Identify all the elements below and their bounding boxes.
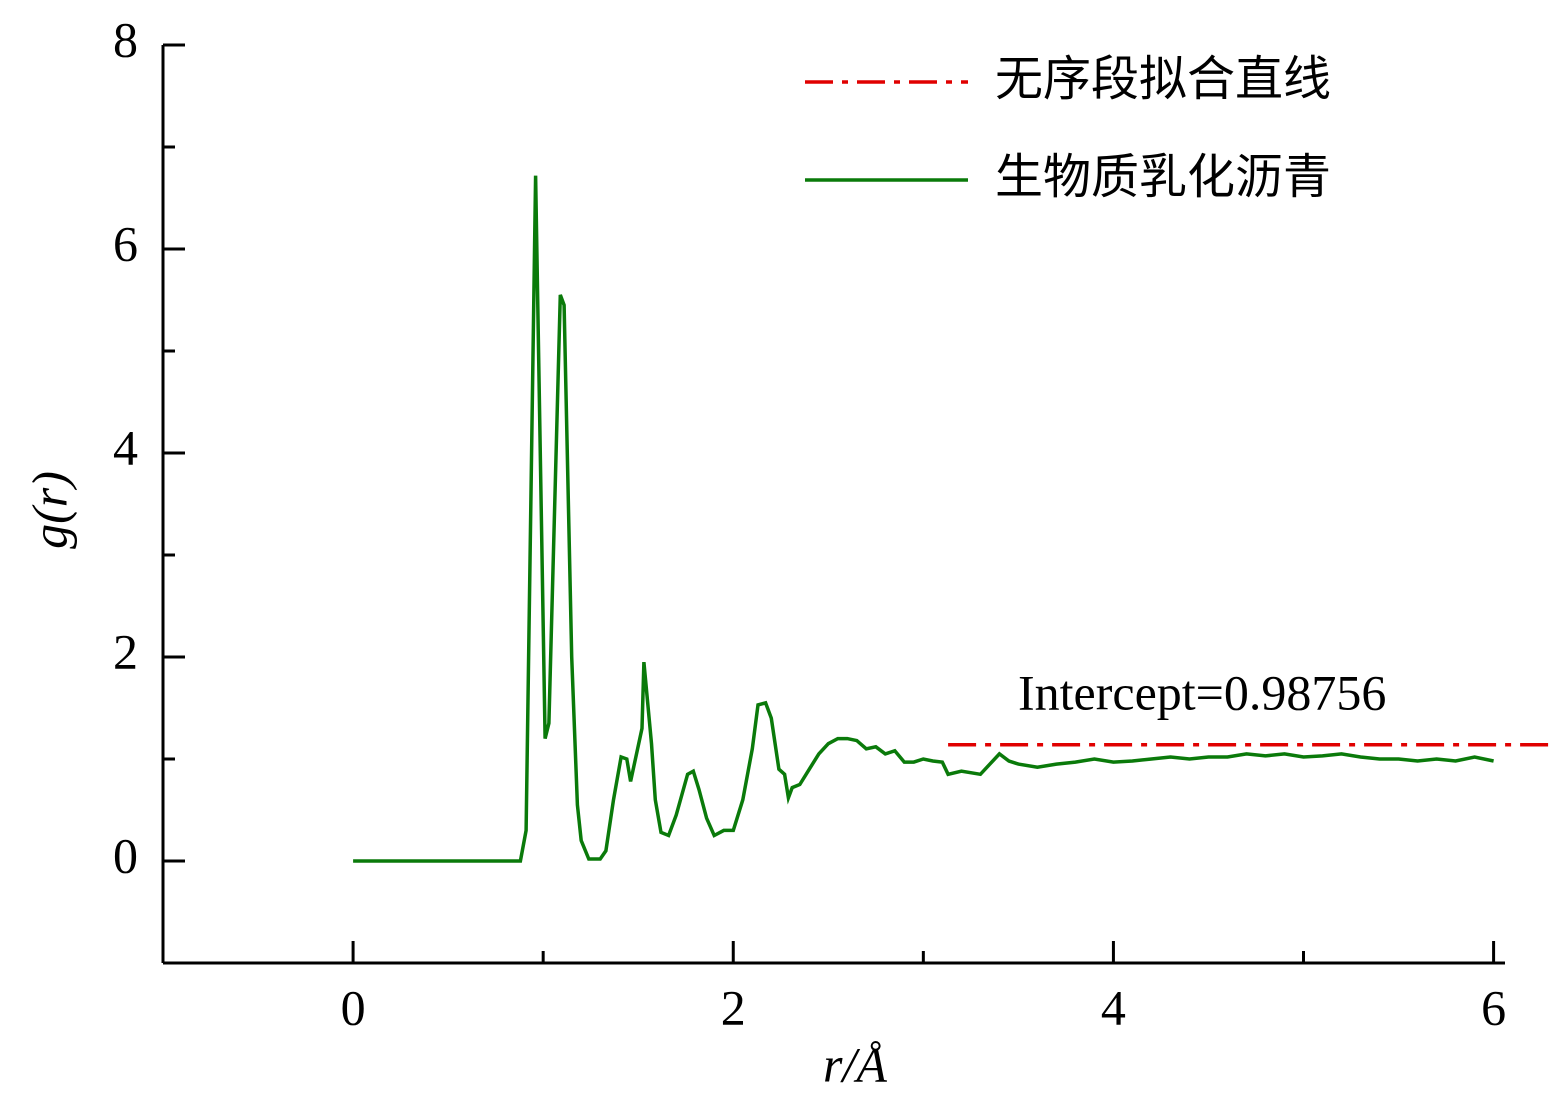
legend-label: 生物质乳化沥青 xyxy=(995,149,1331,205)
x-tick-label: 2 xyxy=(721,979,746,1035)
y-tick-label: 2 xyxy=(113,623,138,679)
y-tick-label: 6 xyxy=(113,215,138,271)
y-tick-label: 8 xyxy=(113,11,138,67)
y-axis-label: g(r) xyxy=(21,471,77,549)
x-tick-label: 4 xyxy=(1101,979,1126,1035)
y-tick-label: 4 xyxy=(113,419,138,475)
x-tick-label: 0 xyxy=(341,979,366,1035)
legend-label: 无序段拟合直线 xyxy=(995,51,1331,107)
x-tick-label: 6 xyxy=(1481,979,1506,1035)
x-axis-label: r/Å xyxy=(823,1036,887,1092)
annotation: Intercept=0.98756 xyxy=(1018,664,1386,720)
y-tick-label: 0 xyxy=(113,827,138,883)
data-line xyxy=(353,175,1494,863)
